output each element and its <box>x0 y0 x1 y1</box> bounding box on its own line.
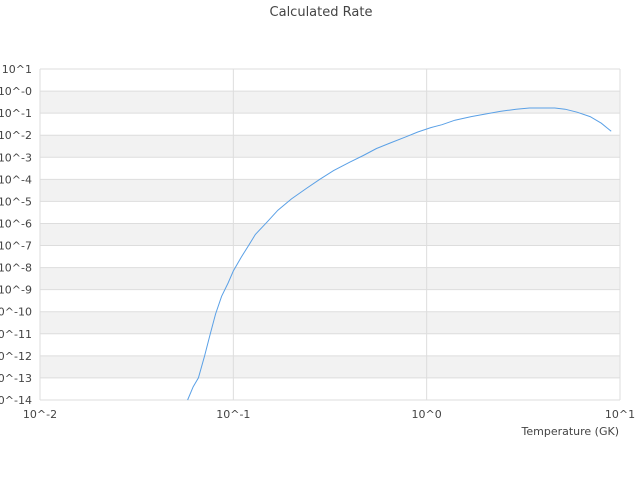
y-tick-label: 10^-13 <box>0 372 32 385</box>
y-tick-label: 10^-1 <box>0 107 32 120</box>
background-band <box>40 91 620 114</box>
y-tick-label: 10^-4 <box>0 173 32 186</box>
x-axis-ticks: 10^-2 10^-1 10^0 10^1 <box>23 408 635 421</box>
y-tick-label: 10^-5 <box>0 195 32 208</box>
y-axis-ticks: 10^1 10^-0 10^-1 10^-2 10^-3 10^-4 10^-5 10^-6 1… <box>0 63 32 407</box>
background-bands <box>40 91 620 378</box>
y-tick-label: 10^-11 <box>0 328 32 341</box>
background-band <box>40 355 620 378</box>
series-layer <box>187 107 612 401</box>
background-band <box>40 179 620 202</box>
x-tick-label: 10^-1 <box>216 408 250 421</box>
background-band <box>40 267 620 290</box>
y-tick-label: 10^-12 <box>0 350 32 363</box>
y-tick-label: 10^1 <box>2 63 32 76</box>
y-tick-label: 10^-2 <box>0 129 32 142</box>
chart-title: Calculated Rate <box>270 5 373 20</box>
x-axis-label: Temperature (GK) <box>521 425 620 438</box>
background-band <box>40 135 620 158</box>
y-tick-label: 10^-3 <box>0 151 32 164</box>
x-tick-label: 10^1 <box>605 408 635 421</box>
y-tick-label: 10^-6 <box>0 217 32 230</box>
x-tick-label: 10^-2 <box>23 408 57 421</box>
y-tick-label: 10^-10 <box>0 306 32 319</box>
grid-lines <box>39 68 621 401</box>
y-tick-label: 10^-14 <box>0 394 32 407</box>
y-tick-label: 10^-9 <box>0 284 32 297</box>
y-tick-label: 10^-8 <box>0 262 32 275</box>
x-tick-label: 10^0 <box>412 408 442 421</box>
series-line <box>187 107 612 401</box>
background-band <box>40 311 620 334</box>
y-tick-label: 10^-7 <box>0 240 32 253</box>
y-tick-label: 10^-0 <box>0 85 32 98</box>
background-band <box>40 223 620 246</box>
